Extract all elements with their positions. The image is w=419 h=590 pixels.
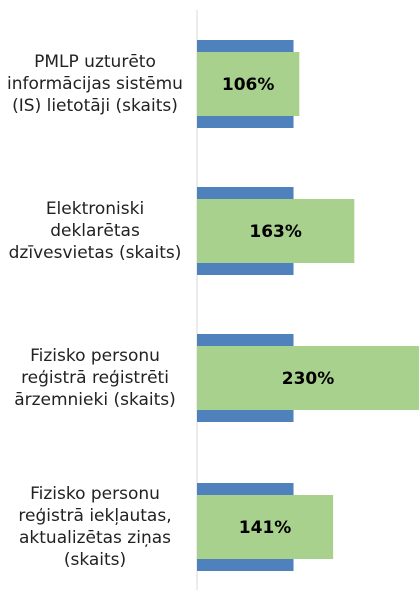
- category-label: Elektroniski deklarētas dzīvesvietas (sk…: [8, 199, 182, 263]
- value-label: 106%: [222, 75, 275, 95]
- category-label: Fizisko personu reģistrā reģistrēti ārze…: [14, 346, 176, 410]
- category-label: PMLP uzturēto informācijas sistēmu (IS) …: [7, 52, 183, 116]
- value-bar: [197, 495, 334, 559]
- category-label: Fizisko personu reģistrā iekļautas, aktu…: [18, 484, 172, 570]
- value-bar: [197, 52, 300, 116]
- value-label: 230%: [282, 369, 335, 389]
- value-bar: [197, 199, 355, 263]
- value-label: 163%: [249, 222, 302, 242]
- value-label: 141%: [239, 518, 292, 538]
- value-bar: [197, 346, 419, 410]
